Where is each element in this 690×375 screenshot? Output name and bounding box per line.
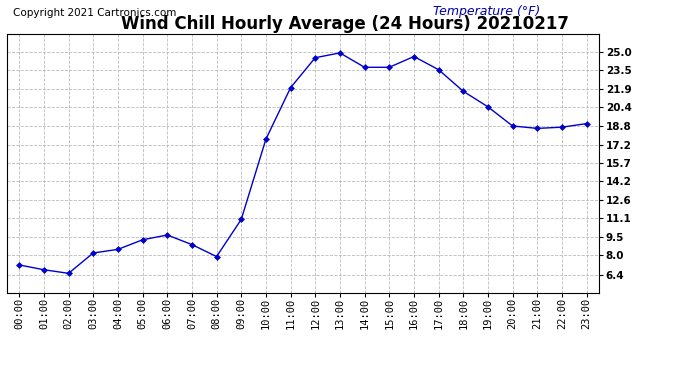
- Text: Copyright 2021 Cartronics.com: Copyright 2021 Cartronics.com: [13, 8, 176, 18]
- Text: Wind Chill Hourly Average (24 Hours) 20210217: Wind Chill Hourly Average (24 Hours) 202…: [121, 15, 569, 33]
- Text: Temperature (°F): Temperature (°F): [433, 5, 540, 18]
